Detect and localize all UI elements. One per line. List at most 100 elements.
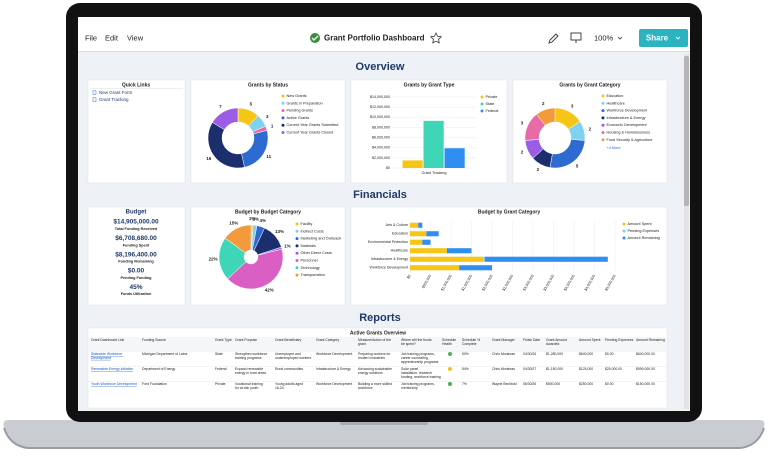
legend-swatch [601,109,605,113]
segment-label: 15% [229,220,238,225]
segment-label: 1% [249,216,256,221]
bar [423,120,444,168]
table-cell: Job training programs, career counseling… [401,352,439,364]
schedule-health [448,382,452,386]
grant-link-hit[interactable] [90,352,141,358]
y-tick-label: Infrastructure & Energy [371,257,408,261]
y-tick-label: $0 [386,166,390,170]
legend-swatch [281,94,285,98]
table-cell: 7% [462,382,467,386]
table-cell: 50% [462,352,469,356]
table-cell: Workforce Development [316,382,352,386]
schedule-health [448,352,452,356]
panel-title: Budget [126,210,147,216]
grant-link: Youth Workforce Development [91,382,137,386]
legend-swatch [622,222,626,226]
legend-label: Facility [301,222,313,226]
zoom-level[interactable]: 100% [594,33,614,42]
panel-title: Grants by Grant Category [559,82,620,88]
edit-icon[interactable] [548,33,559,44]
segment-label: 42% [265,287,274,292]
segment-label: 11 [266,154,271,159]
segment [536,107,556,126]
table-cell: Chris Montreau [492,352,515,356]
table-cell: Vocational training for at-risk youth [235,382,264,390]
favorite-star[interactable] [429,32,443,44]
legend-swatch [601,131,605,134]
zoom-caret[interactable] [617,36,623,40]
bar-segment [410,265,460,271]
legend-label: Personnel [301,259,318,263]
menu-item: Edit [105,33,119,42]
panel [512,79,668,184]
column-header: Amount Spent [579,338,601,342]
table-cell: $640,000.00 [636,352,655,356]
legend-label: Private [486,95,498,99]
legend-swatch [480,109,484,113]
metric-value: $8,196,400.00 [115,251,157,258]
table-header-bg [88,337,667,351]
table-cell: $0.00 [605,352,614,356]
legend-label: Education [607,94,624,98]
metric-value: 45% [129,284,142,291]
legend-swatch [601,138,605,142]
segment-label: 1% [284,244,291,249]
table-cell: $0.00 [605,382,614,386]
legend-label: Technology [301,266,320,270]
legend-label: Housing & Homelessness [607,131,651,135]
legend-swatch [601,94,605,98]
y-tick-label: $2,000,000 [372,156,390,160]
table-cell: Job training programs, mentorship [401,382,436,390]
grant-link-hit[interactable] [90,382,141,388]
legend-swatch [295,229,299,233]
panel-title: Grants by Grant Type [404,82,455,88]
section-heading: Reports [359,312,401,324]
legend-label: Current Year Grants Closed [287,131,334,135]
table-cell: Solar panel installation, research fundi… [401,367,441,379]
bar-segment [410,239,423,245]
link-hit[interactable] [90,97,183,103]
legend-swatch [622,229,626,233]
y-tick-label: Healthcare [391,249,408,253]
legend-swatch [295,273,299,277]
legend-swatch [281,101,285,105]
link-hit[interactable] [90,90,183,96]
metric-value: $6,708,680.00 [115,235,157,242]
legend-label: Other Direct Costs [301,251,332,255]
schedule-health [448,367,452,371]
segment-label: 7 [219,104,222,109]
table-cell: Unemployed and underemployed workers [275,352,311,360]
legend-swatch [601,116,605,120]
share-label[interactable]: Share [646,34,669,43]
legend-swatch [295,244,299,248]
bar-segment [426,231,439,237]
column-header: Where will the funds be spent? [401,338,432,346]
table-cell: $125,000 [579,367,593,371]
segment-label: 5 [250,102,253,107]
legend-label: Active Grants [287,116,310,120]
share-button[interactable] [639,29,688,47]
column-header: Grant Dashboard Link [91,338,124,342]
legend-label: Grants in Preparation [287,101,323,105]
legend-swatch [622,236,626,240]
menu-item: View [127,33,144,42]
y-tick-label: Education [392,232,408,236]
column-header: Funding Source [142,338,166,342]
link-icon [92,90,97,95]
segment-label: 2% [253,216,260,221]
table-cell: State [215,352,223,356]
laptop-base-edge [3,427,765,449]
table-cell: Federal [215,367,227,371]
segment-label: 16 [206,156,212,161]
table-cell: Infrastructure & Energy [316,367,351,371]
table-cell: 06/30/26 [523,382,536,386]
share-caret[interactable] [675,36,681,40]
grant-link-hit[interactable] [90,367,141,373]
scrollbar-thumb[interactable] [684,56,689,206]
table-cell: $999,000.00 [636,367,655,371]
segment-label: 1 [271,124,274,129]
bar-segment [410,256,484,262]
grant-link: Statewide Workforce Development [91,352,123,360]
segment [224,224,252,254]
